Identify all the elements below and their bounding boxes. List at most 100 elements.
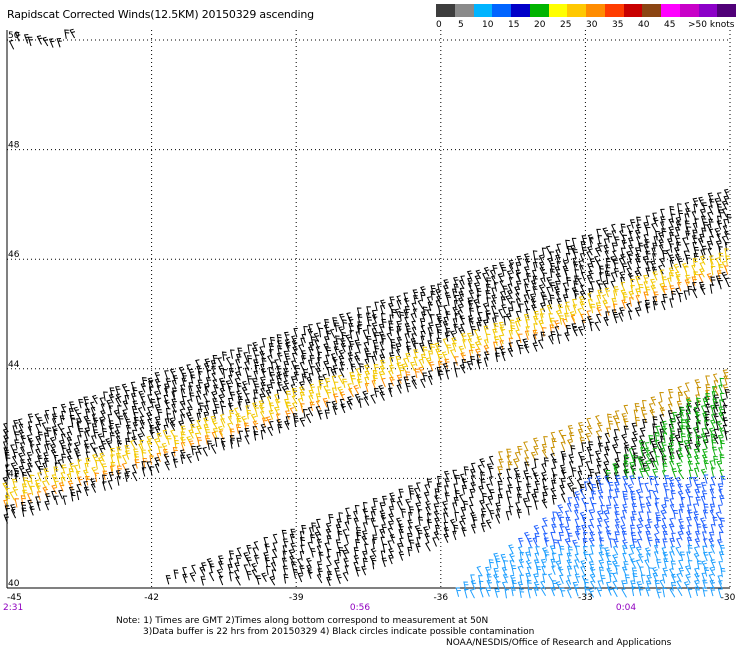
wind-barb — [480, 522, 487, 533]
wind-barb — [664, 475, 670, 485]
wind-barb — [638, 439, 645, 450]
wind-barb — [245, 405, 250, 415]
wind-barb — [126, 432, 132, 442]
wind-barb — [78, 428, 84, 438]
wind-barb — [659, 269, 665, 279]
wind-barb — [437, 354, 443, 364]
wind-barb — [555, 280, 561, 291]
wind-barb — [502, 285, 508, 296]
wind-barb — [493, 341, 498, 352]
wind-barb — [566, 575, 572, 585]
wind-barb — [631, 538, 637, 549]
wind-barb — [268, 402, 275, 412]
wind-barb — [543, 537, 550, 547]
wind-barb — [479, 588, 484, 598]
wind-barb — [364, 515, 370, 526]
wind-barb — [663, 558, 669, 568]
wind-barb — [4, 505, 10, 515]
wind-barb — [573, 509, 580, 520]
wind-barb — [514, 286, 520, 296]
wind-barb — [612, 496, 618, 507]
wind-barb — [357, 373, 362, 384]
wind-barb — [366, 353, 372, 363]
wind-barb — [519, 551, 525, 562]
wind-barb — [381, 557, 388, 568]
wind-barb — [325, 330, 332, 341]
wind-barb — [579, 290, 586, 300]
wind-barb — [415, 482, 421, 492]
wind-barb — [603, 238, 609, 248]
wind-barb — [259, 346, 265, 356]
wind-barb — [613, 290, 618, 300]
wind-barb — [609, 538, 614, 548]
wind-barb — [428, 361, 435, 372]
wind-barb — [677, 210, 684, 220]
wind-barb — [597, 442, 604, 453]
wind-barb — [443, 470, 450, 481]
wind-barb — [687, 460, 694, 471]
wind-barb — [443, 512, 448, 523]
wind-barb — [68, 408, 74, 418]
wind-barb — [212, 428, 219, 438]
wind-barb — [246, 375, 253, 386]
wind-barb — [538, 284, 545, 294]
wind-barb — [669, 517, 675, 528]
wind-barb — [606, 504, 612, 515]
wind-barb — [696, 386, 702, 397]
wind-barb — [549, 324, 555, 334]
wind-barb — [2, 476, 9, 487]
wind-barb — [229, 435, 235, 445]
wind-barb — [710, 467, 716, 477]
wind-barb — [373, 388, 380, 398]
wind-barb — [434, 524, 440, 535]
wind-barb — [498, 458, 504, 469]
wind-barb — [411, 375, 417, 386]
wind-barb — [645, 226, 651, 237]
wind-barb — [442, 362, 449, 373]
wind-barb — [444, 492, 450, 502]
lat-tick-label: 50 — [8, 31, 20, 41]
wind-barb — [709, 460, 714, 470]
wind-barb — [78, 399, 84, 409]
wind-barb — [389, 314, 394, 324]
wind-barb — [203, 404, 210, 415]
wind-barb — [515, 262, 521, 272]
wind-barb — [688, 496, 694, 506]
wind-barb — [673, 263, 680, 274]
wind-barb — [716, 203, 722, 214]
wind-barb — [255, 575, 262, 585]
time-label: 2:31 — [3, 603, 23, 613]
wind-barb — [564, 510, 570, 520]
wind-barb — [90, 435, 96, 445]
wind-barb — [488, 559, 494, 569]
wind-barb — [660, 447, 666, 458]
wind-barb — [308, 324, 313, 334]
wind-barb — [724, 431, 729, 441]
wind-barb — [269, 379, 275, 390]
legend-tick-label: 5 — [458, 20, 464, 30]
wind-barb — [445, 370, 450, 380]
wind-barb — [174, 439, 180, 450]
wind-barb — [69, 462, 75, 473]
wind-barb — [684, 279, 691, 289]
wind-barb — [101, 428, 107, 438]
wind-barb — [581, 516, 587, 527]
wind-barb — [685, 483, 691, 494]
wind-barb — [524, 300, 529, 311]
wind-barb — [310, 336, 316, 347]
wind-barb — [366, 335, 372, 346]
wind-barb — [648, 435, 654, 445]
wind-barb — [336, 574, 342, 584]
wind-barb — [710, 524, 716, 534]
wind-barb — [17, 418, 24, 428]
wind-barb — [309, 401, 315, 412]
wind-barb — [623, 460, 629, 471]
wind-barb — [547, 573, 554, 583]
wind-barb — [366, 324, 372, 335]
wind-barb — [684, 220, 690, 230]
wind-barb — [306, 376, 312, 387]
wind-barb — [533, 315, 539, 326]
wind-barb — [58, 489, 63, 500]
wind-barb — [623, 442, 630, 452]
wind-barb — [718, 561, 723, 571]
